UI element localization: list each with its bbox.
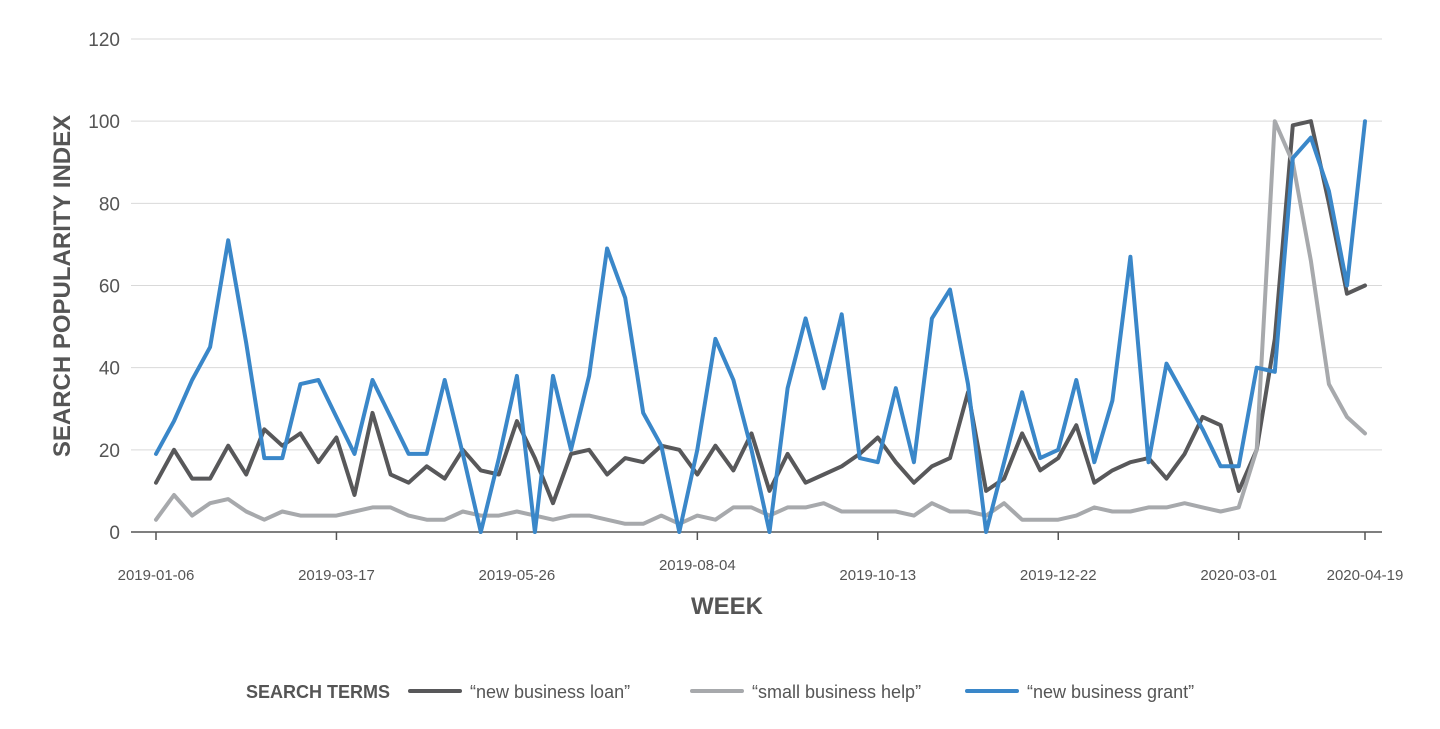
- y-axis-title: SEARCH POPULARITY INDEX: [49, 115, 76, 457]
- series-lines: [154, 119, 1367, 534]
- x-tick-label: 2019-05-26: [479, 567, 556, 584]
- x-tick-label: 2020-03-01: [1200, 567, 1277, 584]
- legend-title: SEARCH TERMS: [246, 682, 390, 702]
- x-tick-label: 2020-04-19: [1327, 567, 1404, 584]
- x-axis: 2019-01-06 2019-03-17 2019-05-26 2019-08-04…: [118, 531, 1404, 584]
- x-tick-label: 2019-10-13: [839, 567, 916, 584]
- y-tick-label: 40: [99, 359, 120, 380]
- x-tick-label: 2019-12-22: [1020, 567, 1097, 584]
- series-line-2: [154, 119, 1367, 526]
- y-tick-label: 0: [109, 523, 120, 544]
- y-tick-label: 20: [99, 441, 120, 462]
- legend-label: “small business help”: [752, 682, 921, 702]
- x-axis-title: WEEK: [691, 593, 764, 620]
- y-tick-label: 100: [88, 112, 120, 133]
- gridlines: [131, 38, 1382, 451]
- series-line-3: [154, 119, 1367, 534]
- legend-label: “new business loan”: [470, 682, 630, 702]
- y-tick-label: 120: [88, 30, 120, 51]
- x-tick-label: 2019-08-04: [659, 557, 736, 574]
- x-tick-label: 2019-01-06: [118, 567, 195, 584]
- legend: SEARCH TERMS “new business loan” “small b…: [246, 682, 1194, 702]
- x-tick-label: 2019-03-17: [298, 567, 375, 584]
- y-axis-ticks: 0 20 40 60 80 100 120: [88, 30, 120, 544]
- series-line-1: [154, 119, 1367, 506]
- legend-label: “new business grant”: [1027, 682, 1194, 702]
- y-tick-label: 60: [99, 277, 120, 298]
- y-tick-label: 80: [99, 194, 120, 215]
